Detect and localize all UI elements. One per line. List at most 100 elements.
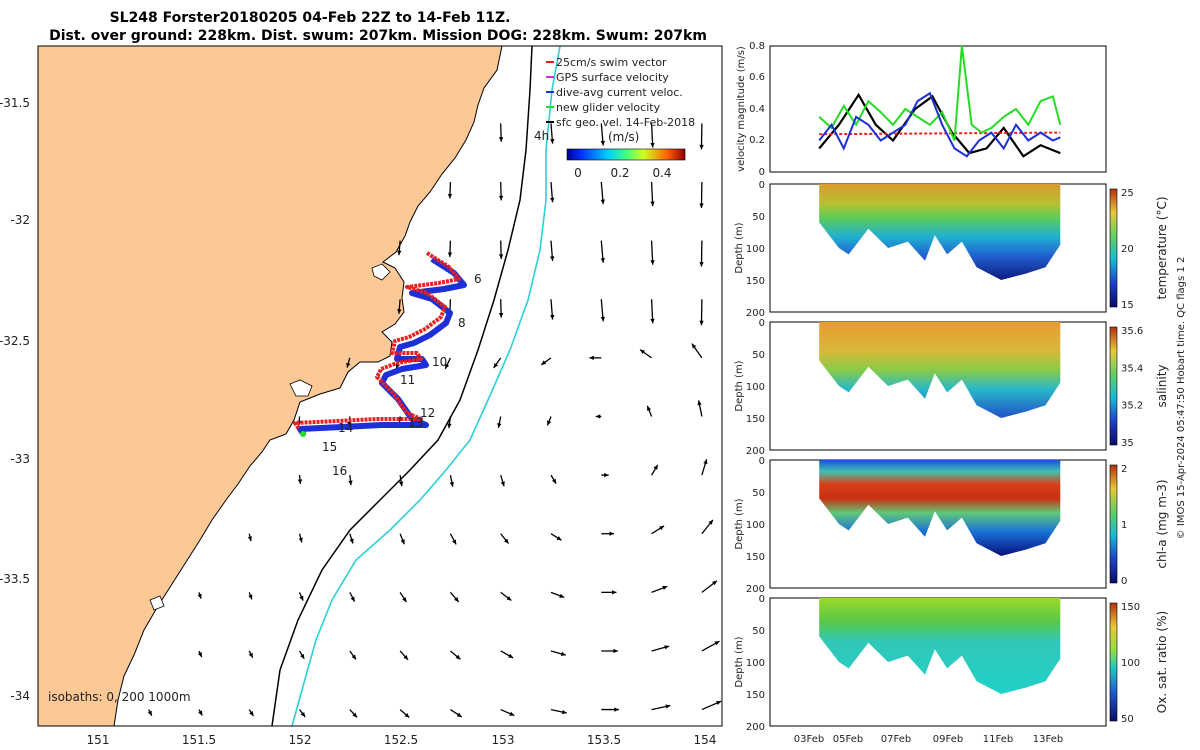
- velocity-line-2: [818, 45, 1062, 141]
- depth-tick: 50: [752, 488, 765, 499]
- section-colorbar: [1109, 464, 1118, 584]
- velocity-arrow-head: [716, 701, 722, 706]
- depth-tick: 200: [746, 722, 765, 733]
- velocity-arrow-head: [249, 711, 254, 717]
- velocity-arrow-head: [300, 712, 306, 717]
- track-swim: [293, 251, 461, 431]
- velocity-arrow-head: [712, 580, 717, 586]
- velocity-arrow-head: [404, 712, 410, 718]
- velocity-arrow-head: [609, 531, 614, 536]
- velocity-series: [818, 45, 1062, 158]
- velocity-arrow-head: [662, 585, 668, 590]
- colorbar-tick: 1: [1121, 520, 1127, 531]
- velocity-arrow-head: [650, 260, 655, 265]
- map-xtick: 151.5: [182, 733, 216, 747]
- colorbar-tick: 0: [1121, 576, 1127, 587]
- isobaths-label: isobaths: 0, 200 1000m: [48, 690, 191, 704]
- velocity-arrow-head: [403, 654, 409, 660]
- depth-tick: 100: [746, 658, 765, 669]
- vel-ytick: 0.8: [749, 41, 765, 52]
- day-label: 15: [322, 440, 337, 454]
- colorbar-label: Ox. sat. ratio (%): [1155, 611, 1169, 713]
- depth-label: Depth (m): [734, 222, 745, 273]
- colorbar-tick: 100: [1121, 658, 1140, 669]
- map-ytick: -31.5: [0, 96, 30, 110]
- velocity-arrow-head: [699, 262, 704, 267]
- velocity-arrow-head: [699, 144, 704, 150]
- velocity-arrow-head: [659, 525, 665, 531]
- map-xtick: 152: [289, 733, 312, 747]
- velocity-arrow-head: [398, 481, 404, 487]
- velocity-arrow-head: [714, 641, 720, 646]
- velocity-arrow-head: [500, 481, 505, 487]
- section-fill: [819, 184, 1061, 280]
- map-xtick: 153.5: [587, 733, 621, 747]
- colorbar-tick-2: 0.4: [652, 166, 671, 180]
- title-line1: SL248 Forster20180205 04-Feb 22Z to 14-F…: [110, 10, 511, 26]
- velocity-arrow-head: [497, 422, 502, 428]
- vel-ytick: 0.6: [749, 72, 765, 83]
- velocity-arrow-head: [452, 539, 457, 545]
- map-xtick: 153: [492, 733, 515, 747]
- lake-2: [289, 379, 313, 397]
- velocity-arrow-head: [541, 360, 547, 365]
- section-fill: [819, 598, 1061, 694]
- map-y-ticks: -31.5 -32 -32.5 -33 -33.5 -34: [0, 96, 30, 703]
- colorbar-tick: 20: [1121, 244, 1134, 255]
- velocity-arrow-head: [508, 653, 514, 658]
- velocity-arrow-head: [550, 314, 555, 320]
- map-frame: [37, 45, 723, 727]
- colorbar-tick: 2: [1121, 464, 1127, 475]
- copyright-note: © IMOS 15-Apr-2024 05:47:50 Hobart time.…: [1176, 257, 1187, 540]
- velocity-arrow-head: [198, 710, 203, 716]
- velocity-arrow-head: [447, 423, 452, 429]
- depth-tick: 150: [746, 690, 765, 701]
- velocity-arrow-head: [447, 252, 453, 258]
- velocity-arrow-head: [351, 654, 356, 660]
- time-xtick: 09Feb: [933, 734, 963, 745]
- velocity-arrow-head: [703, 459, 708, 465]
- vel-ylabel: velocity magnitude (m/s): [736, 46, 747, 172]
- velocity-arrow-head: [600, 199, 605, 205]
- velocity-arrow-head: [299, 595, 304, 601]
- legend-geo: sfc geo. vel. 14-Feb-2018: [556, 116, 695, 129]
- velocity-arrow-head: [556, 536, 562, 541]
- map-legend: 25cm/s swim vector GPS surface velocity …: [534, 56, 695, 180]
- velocity-arrow-head: [197, 652, 202, 658]
- vel-ytick: 0.2: [749, 135, 765, 146]
- lake-1: [371, 263, 391, 281]
- colorbar-tick: 25: [1121, 188, 1134, 199]
- colorbar-tick: 15: [1121, 300, 1134, 311]
- depth-tick: 150: [746, 552, 765, 563]
- velocity-arrow-head: [559, 593, 565, 598]
- colorbar-tick-0: 0: [574, 166, 582, 180]
- velocity-arrow-head: [348, 480, 353, 486]
- depth-tick: 200: [746, 584, 765, 595]
- colorbar-tick: 35.6: [1121, 326, 1143, 337]
- depth-tick: 200: [746, 446, 765, 457]
- day-label: 16: [332, 464, 347, 478]
- velocity-arrow-head: [650, 318, 655, 324]
- velocity-arrow-head: [506, 596, 512, 601]
- velocity-arrow-head: [691, 343, 697, 349]
- velocity-panel: 0 0.2 0.4 0.6 0.8 velocity magnitude (m/…: [736, 41, 1107, 178]
- velocity-arrow-head: [397, 250, 402, 256]
- velocity-arrow-head: [699, 320, 704, 326]
- section-fill: [819, 460, 1061, 556]
- glider-track: [293, 251, 467, 437]
- velocity-arrow-head: [551, 478, 557, 484]
- velocity-arrow-head: [248, 594, 253, 600]
- time-x-ticks: 03Feb 05Feb 07Feb 09Feb 11Feb 13Feb: [794, 734, 1063, 745]
- time-xtick: 05Feb: [833, 734, 863, 745]
- velocity-arrow-head: [456, 712, 462, 717]
- velocity-arrow-head: [455, 654, 461, 660]
- vel-ytick: 0.4: [749, 104, 765, 115]
- velocity-arrow-head: [297, 479, 303, 484]
- section-fill: [819, 322, 1061, 418]
- lake-3: [149, 595, 165, 611]
- velocity-arrow-head: [247, 536, 253, 542]
- velocity-arrow-head: [498, 254, 504, 259]
- velocity-arrow-head: [397, 309, 402, 314]
- track-end-marker: [300, 431, 306, 437]
- map-ytick: -32: [10, 213, 30, 227]
